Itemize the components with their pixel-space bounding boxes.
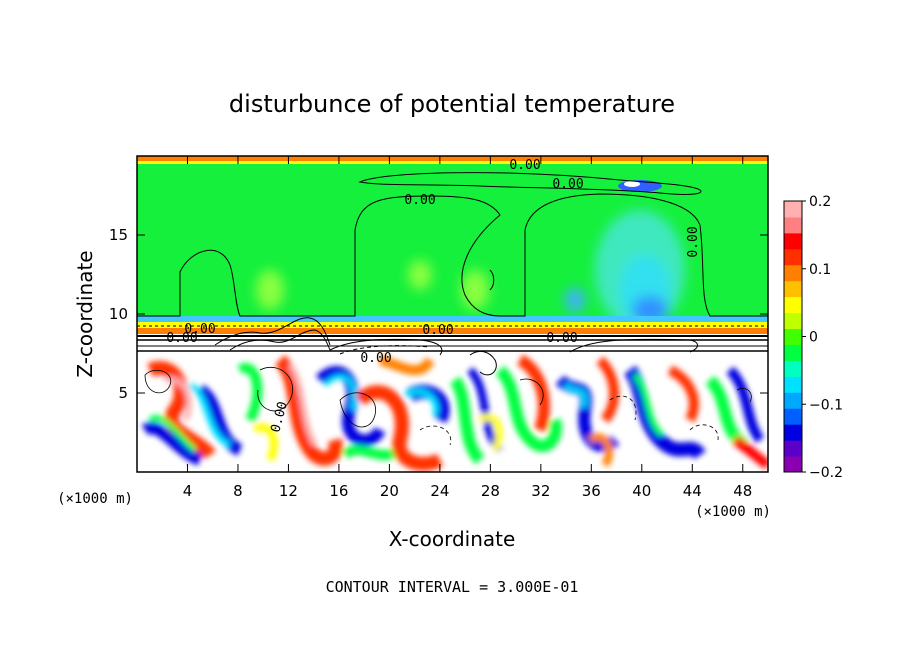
contour-label: 0.00 bbox=[552, 177, 583, 192]
x-tick-label: 12 bbox=[279, 482, 298, 500]
colorbar-swatch bbox=[784, 296, 802, 314]
x-tick-label: 40 bbox=[632, 482, 651, 500]
contour-labels: 0.00 0.00 0.00 0.00 0.00 0.00 0.00 0.00 … bbox=[166, 158, 701, 434]
colorbar-swatch bbox=[784, 424, 802, 441]
contour-label: 0.00 bbox=[422, 323, 453, 338]
colorbar-swatch bbox=[784, 248, 802, 266]
colorbar-tick-label: −0.1 bbox=[809, 397, 843, 413]
y-axis-title: Z-coordinate bbox=[73, 250, 97, 377]
colorbar-swatch bbox=[784, 232, 802, 250]
colorbar-swatch bbox=[784, 328, 802, 345]
y-tick-label: 10 bbox=[109, 305, 128, 323]
colorbar-swatch bbox=[784, 408, 802, 425]
colorbar-swatch bbox=[784, 376, 802, 393]
colorbar-swatch bbox=[784, 456, 802, 473]
colorbar-tick-label: 0.1 bbox=[809, 262, 831, 278]
x-tick-label: 24 bbox=[430, 482, 449, 500]
x-tick-label: 8 bbox=[233, 482, 243, 500]
y-tick-label: 15 bbox=[109, 226, 128, 244]
colorbar-swatch bbox=[784, 392, 802, 409]
x-tick-label: 32 bbox=[531, 482, 550, 500]
x-axis-title: X-coordinate bbox=[389, 527, 516, 551]
contour-label: 0.00 bbox=[166, 331, 197, 346]
x-axis: 4 8 12 16 20 24 28 32 36 40 44 48 bbox=[183, 156, 752, 500]
colorbar-swatch bbox=[784, 440, 802, 457]
contour-interval-note: CONTOUR INTERVAL = 3.000E-01 bbox=[326, 578, 579, 596]
colorbar-swatch bbox=[784, 280, 802, 298]
contour-label: 0.00 bbox=[184, 322, 215, 337]
colorbar-swatch bbox=[784, 312, 802, 330]
colorbar-swatch bbox=[784, 201, 802, 218]
contour-lines bbox=[137, 172, 768, 327]
x-tick-label: 20 bbox=[380, 482, 399, 500]
plot-area bbox=[137, 156, 768, 472]
colorbar-swatch bbox=[784, 344, 802, 361]
x-tick-label: 36 bbox=[582, 482, 601, 500]
colorbar-tick-label: −0.2 bbox=[809, 465, 843, 481]
y-axis: 5 10 15 bbox=[109, 226, 768, 402]
colorbar-swatch bbox=[784, 216, 802, 234]
x-unit-label: (×1000 m) bbox=[695, 504, 771, 520]
chart-title: disturbunce of potential temperature bbox=[229, 90, 675, 118]
contour-label: 0.00 bbox=[546, 331, 577, 346]
colorbar-swatch bbox=[784, 264, 802, 282]
colorbar-swatch bbox=[784, 360, 802, 377]
contour-label: 0.00 bbox=[360, 351, 391, 366]
colorbar-tick-label: 0.2 bbox=[809, 194, 831, 210]
x-tick-label: 44 bbox=[683, 482, 702, 500]
contour-label: 0.00 bbox=[686, 226, 701, 257]
colorbar-tick-label: 0 bbox=[809, 330, 818, 346]
contour-label: 0.00 bbox=[509, 158, 540, 173]
colorbar: −0.2 −0.1 0 0.1 0.2 bbox=[783, 194, 843, 481]
x-tick-label: 16 bbox=[329, 482, 348, 500]
y-tick-label: 5 bbox=[118, 384, 128, 402]
x-tick-label: 48 bbox=[733, 482, 752, 500]
x-tick-label: 28 bbox=[481, 482, 500, 500]
contour-label: 0.00 bbox=[404, 193, 435, 208]
y-unit-label: (×1000 m) bbox=[57, 491, 133, 507]
x-tick-label: 4 bbox=[183, 482, 193, 500]
